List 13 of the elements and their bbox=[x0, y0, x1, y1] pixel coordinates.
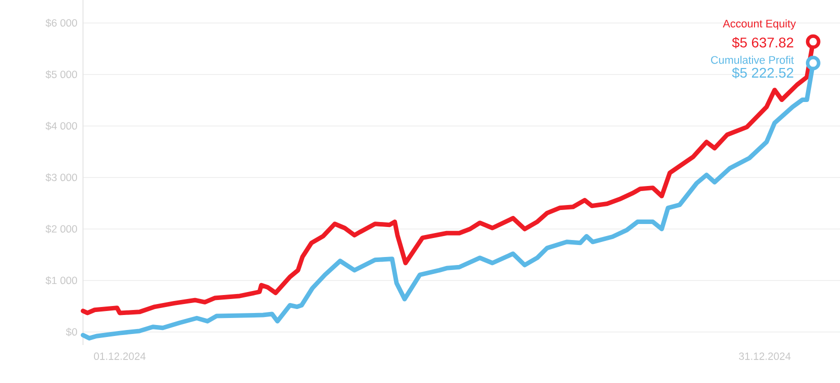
series-label: Cumulative Profit bbox=[711, 56, 794, 64]
y-tick-label: $5 000 bbox=[46, 70, 78, 79]
annotation: $5 637.82 bbox=[732, 37, 794, 48]
y-tick-label: $3 000 bbox=[46, 173, 78, 182]
y-tick-label: $4 000 bbox=[46, 122, 78, 130]
y-tick-label: $6 000 bbox=[46, 18, 78, 28]
annotation: $5 222.52 bbox=[732, 67, 794, 79]
y-tick-label: $2 000 bbox=[46, 224, 78, 234]
series-label: Account Equity bbox=[722, 19, 796, 30]
y-tick-label: $0 bbox=[66, 328, 78, 336]
x-tick-label: 01.12.2024 bbox=[94, 352, 146, 360]
y-tick-label: $1 000 bbox=[46, 276, 78, 285]
x-tick-label: 31.12.2024 bbox=[738, 352, 791, 360]
